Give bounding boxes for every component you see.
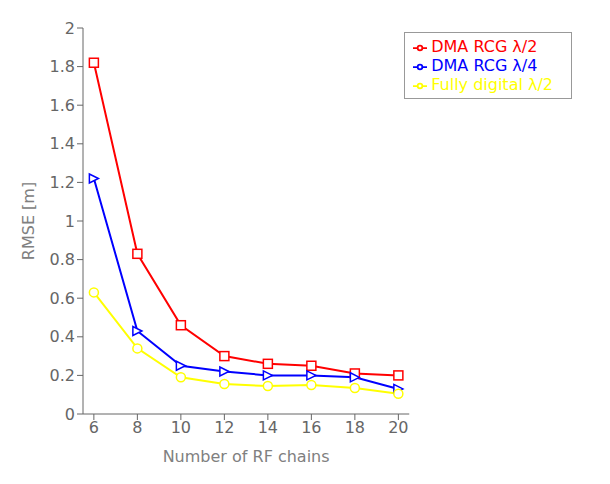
svg-text:0.6: 0.6 — [50, 289, 75, 308]
svg-text:1: 1 — [65, 212, 75, 231]
html-text:DMA RCG λ/2: DMA RCG λ/2 — [431, 37, 538, 56]
svg-text:14: 14 — [258, 418, 278, 437]
svg-text:RMSE [m]: RMSE [m] — [19, 182, 38, 260]
svg-text:20: 20 — [388, 418, 408, 437]
svg-text:8: 8 — [132, 418, 142, 437]
svg-text:1.6: 1.6 — [50, 96, 75, 115]
svg-text:1.4: 1.4 — [50, 134, 75, 153]
html-text:Fully digital λ/2: Fully digital λ/2 — [431, 75, 553, 94]
svg-text:18: 18 — [345, 418, 365, 437]
svg-text:16: 16 — [301, 418, 321, 437]
svg-text:0.4: 0.4 — [50, 327, 75, 346]
svg-text:Number of RF chains: Number of RF chains — [163, 447, 330, 466]
svg-text:1.8: 1.8 — [50, 57, 75, 76]
svg-text:0.8: 0.8 — [50, 250, 75, 269]
html-text:DMA RCG λ/4: DMA RCG λ/4 — [431, 56, 538, 75]
svg-text:6: 6 — [89, 418, 99, 437]
svg-text:10: 10 — [171, 418, 191, 437]
svg-text:0: 0 — [65, 405, 75, 424]
svg-text:2: 2 — [65, 19, 75, 38]
svg-text:12: 12 — [214, 418, 234, 437]
svg-text:1.2: 1.2 — [50, 173, 75, 192]
svg-text:0.2: 0.2 — [50, 366, 75, 385]
